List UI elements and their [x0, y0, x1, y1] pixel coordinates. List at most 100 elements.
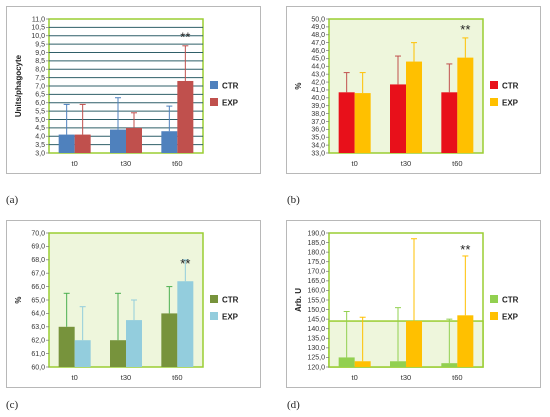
- y-tick-label: 48,0: [311, 32, 325, 39]
- legend-swatch-ctr: [490, 81, 498, 89]
- y-tick-label: 8,0: [35, 67, 45, 74]
- y-tick-label: 68,0: [31, 257, 45, 264]
- legend-label-ctr: CTR: [222, 296, 239, 305]
- bar-exp-t0: [74, 134, 91, 153]
- panel-label-a: (a): [6, 194, 19, 206]
- y-tick-label: 165,0: [307, 278, 325, 285]
- y-axis-label: Units/phagocyte: [14, 54, 23, 117]
- y-tick-label: 45,0: [311, 56, 325, 63]
- y-tick-label: 36,0: [311, 127, 325, 134]
- y-tick-label: 125,0: [307, 355, 325, 362]
- y-tick-label: 10,5: [31, 25, 45, 32]
- y-tick-label: 150,0: [307, 307, 325, 314]
- legend-swatch-ctr: [210, 81, 218, 89]
- significance-marker: **: [460, 242, 470, 257]
- y-tick-label: 60,0: [31, 364, 45, 371]
- y-tick-label: 67,0: [31, 271, 45, 278]
- legend-swatch-exp: [490, 98, 498, 106]
- significance-marker: **: [180, 29, 190, 44]
- y-tick-label: 35,0: [311, 135, 325, 142]
- y-axis-label: %: [14, 296, 23, 303]
- y-tick-label: 62,0: [31, 338, 45, 345]
- legend-swatch-exp: [490, 312, 498, 320]
- legend-swatch-exp: [210, 98, 218, 106]
- significance-marker: **: [180, 256, 190, 271]
- bar-ctr-t30: [390, 84, 406, 153]
- y-tick-label: 69,0: [31, 244, 45, 251]
- bar-ctr-t30: [110, 129, 126, 153]
- legend-swatch-ctr: [210, 295, 218, 303]
- y-tick-label: 185,0: [307, 240, 325, 247]
- category-label-t0: t0: [72, 373, 78, 382]
- panel-label-b: (b): [287, 194, 300, 206]
- y-tick-label: 155,0: [307, 297, 325, 304]
- y-tick-label: 66,0: [31, 284, 45, 291]
- bar-exp-t30: [406, 321, 422, 367]
- y-tick-label: 63,0: [31, 324, 45, 331]
- legend-label-ctr: CTR: [222, 82, 239, 91]
- y-tick-label: 10,0: [31, 33, 45, 40]
- y-tick-label: 42,0: [311, 79, 325, 86]
- bar-exp-t60: [457, 57, 474, 153]
- chart-panel-b: 33,0 34,0 35,0 36,0 37,0 38,0 39,0 40,0 41,0 42,0…: [286, 6, 541, 174]
- category-label-t60: t60: [172, 373, 182, 382]
- legend-label-ctr: CTR: [502, 296, 519, 305]
- bar-ctr-t60: [441, 92, 458, 153]
- y-tick-label: 47,0: [311, 40, 325, 47]
- category-label-t0: t0: [352, 373, 358, 382]
- y-tick-label: 8,5: [35, 58, 45, 65]
- y-tick-label: 170,0: [307, 269, 325, 276]
- chart-d-svg: 120,0 125,0 130,0 135,0 140,0 145,0 150,0 155,0…: [294, 230, 519, 382]
- chart-c-svg: 60,0 61,0 62,0 63,0 64,0 65,0 66,0 67,0 68,0 69,0…: [14, 230, 239, 382]
- y-tick-label: 120,0: [307, 364, 325, 371]
- chart-a-svg: 3,03,54,0 4,55,0 5,56,06,5 7,07,58,0 8,59,0 9…: [14, 16, 239, 168]
- y-tick-label: 37,0: [311, 119, 325, 126]
- y-tick-label: 44,0: [311, 64, 325, 71]
- y-tick-label: 3,0: [35, 150, 45, 157]
- y-tick-label: 61,0: [31, 351, 45, 358]
- bar-exp-t0: [74, 340, 91, 367]
- significance-marker: **: [460, 22, 470, 37]
- category-label-t60: t60: [172, 159, 182, 168]
- y-tick-label: 40,0: [311, 95, 325, 102]
- bar-ctr-t0: [58, 326, 75, 367]
- bar-ctr-t0: [338, 92, 355, 153]
- bar-ctr-t60: [161, 131, 178, 153]
- category-label-t30: t30: [401, 373, 411, 382]
- y-tick-label: 6,5: [35, 92, 45, 99]
- y-tick-label: 135,0: [307, 336, 325, 343]
- y-tick-label: 46,0: [311, 48, 325, 55]
- category-label-t0: t0: [72, 159, 78, 168]
- y-tick-label: 7,0: [35, 83, 45, 90]
- y-tick-label: 33,0: [311, 150, 325, 157]
- legend-label-exp: EXP: [502, 99, 519, 108]
- bar-ctr-t60: [441, 363, 458, 367]
- bar-exp-t60: [457, 315, 474, 367]
- y-tick-label: 5,5: [35, 108, 45, 115]
- y-tick-label: 4,0: [35, 134, 45, 141]
- bar-exp-t30: [406, 61, 422, 153]
- y-tick-label: 9,5: [35, 41, 45, 48]
- y-axis-label: Arb. U: [294, 288, 303, 312]
- y-tick-label: 5,0: [35, 117, 45, 124]
- bar-ctr-t0: [58, 134, 75, 153]
- y-tick-label: 4,5: [35, 125, 45, 132]
- y-tick-label: 50,0: [311, 16, 325, 23]
- category-label-t30: t30: [121, 159, 131, 168]
- y-tick-label: 65,0: [31, 297, 45, 304]
- y-tick-label: 3,5: [35, 142, 45, 149]
- bar-ctr-t30: [110, 340, 126, 367]
- y-tick-label: 190,0: [307, 230, 325, 237]
- y-tick-label: 7,5: [35, 75, 45, 82]
- bar-ctr-t60: [161, 313, 178, 367]
- y-tick-label: 140,0: [307, 326, 325, 333]
- category-label-t30: t30: [121, 373, 131, 382]
- category-label-t30: t30: [401, 159, 411, 168]
- legend-swatch-exp: [210, 312, 218, 320]
- legend-label-exp: EXP: [502, 313, 519, 322]
- y-tick-label: 6,0: [35, 100, 45, 107]
- y-tick-label: 38,0: [311, 111, 325, 118]
- y-tick-label: 145,0: [307, 316, 325, 323]
- y-tick-label: 49,0: [311, 24, 325, 31]
- y-tick-label: 130,0: [307, 345, 325, 352]
